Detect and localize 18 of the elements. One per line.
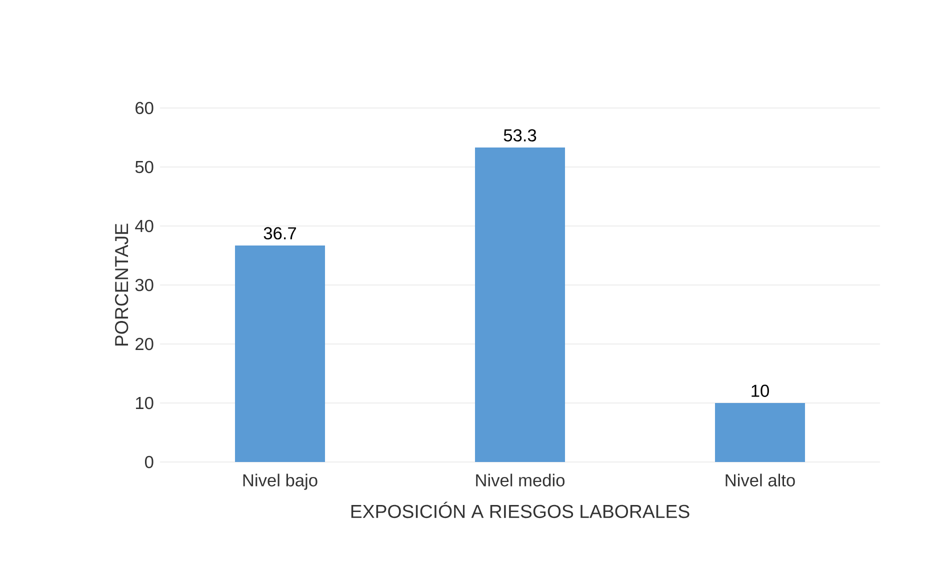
y-tick-label: 60 xyxy=(136,102,154,114)
bar xyxy=(475,148,566,462)
y-tick-label: 10 xyxy=(136,396,154,410)
y-tick-label: 0 xyxy=(144,456,154,468)
data-label: 10 xyxy=(752,384,769,397)
data-label: 53.3 xyxy=(504,129,536,142)
data-label: 36.7 xyxy=(264,227,296,240)
x-tick-label: Nivel bajo xyxy=(243,474,318,490)
bar xyxy=(235,245,326,462)
y-tick-label: 50 xyxy=(135,160,154,174)
x-axis-title: EXPOSICIÓN A RIESGOS LABORALES xyxy=(351,502,690,518)
x-tick-label: Nivel medio xyxy=(476,474,565,486)
bar xyxy=(715,403,806,462)
y-tick-label: 40 xyxy=(135,220,154,232)
y-axis-title: PORCENTAJE xyxy=(114,224,128,346)
y-tick-label: 30 xyxy=(135,278,154,292)
x-tick-label: Nivel alto xyxy=(726,474,795,486)
y-tick-label: 20 xyxy=(136,338,154,350)
